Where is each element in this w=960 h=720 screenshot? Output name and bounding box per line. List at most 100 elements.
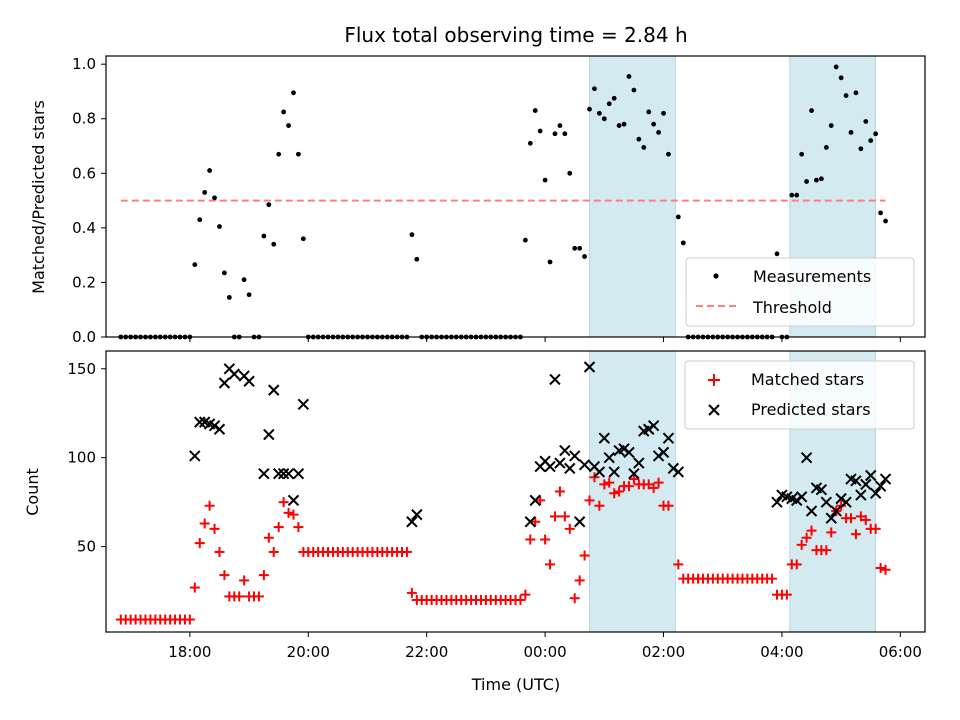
predicted-star-point [549,373,561,386]
matched-star-point [653,477,664,488]
matched-star-point [767,573,778,584]
matched-star-point [628,474,639,485]
measurement-point [868,138,874,143]
predicted-star-point [657,446,670,459]
matched-star-point [579,550,590,561]
measurement-point [547,259,553,265]
measurement-point [828,123,834,128]
measurement-point [641,144,647,150]
predicted-star-point [598,432,611,444]
measurement-point [789,192,795,198]
predicted-star-point [815,484,828,496]
measurement-point [592,86,597,92]
measurement-point [572,245,578,251]
matched-star-point [525,534,536,545]
matched-star-point [515,594,526,605]
matched-star-point [288,509,299,520]
measurement-point [261,233,267,239]
predicted-star-point [608,466,620,478]
measurement-point [567,170,573,176]
matched-star-point [234,591,245,602]
bottom-y-tick-label: 150 [67,360,96,378]
matched-star-point [569,593,580,604]
measurement-point [542,177,548,183]
measurement-point [246,292,252,298]
predicted-star-point [268,384,280,396]
measurement-point [222,270,227,276]
measurement-point [804,179,809,184]
matched-star-point [599,479,610,490]
matched-star-point [860,514,871,525]
measurement-point [814,177,819,183]
top-y-tick-label: 0.2 [72,273,96,291]
matched-star-point [540,534,551,545]
top-legend: Measurements Threshold [685,257,915,327]
predicted-star-point [825,512,837,524]
top-y-tick-label: 0.0 [72,328,96,346]
predicted-star-point [830,505,842,517]
matched-star-point [845,513,856,524]
predicted-star-point [218,377,231,389]
predicted-star-point [820,496,833,508]
measurement-point [616,123,622,128]
measurement-point [794,192,800,198]
predicted-star-point [855,489,867,501]
measurement-point [217,224,222,229]
matched-star-point [209,523,220,534]
matched-star-point [663,500,674,511]
predicted-star-point [672,466,685,478]
predicted-star-point [865,469,877,482]
measurement-point [833,64,839,70]
matched-star-point [559,511,570,522]
measurement-point [276,151,282,157]
matched-star-point [253,591,264,602]
matched-star-point [194,538,205,549]
x-tick-label: 06:00 [879,643,922,661]
measurement-point [883,218,888,224]
observing-window [589,55,676,338]
measurement-point [858,146,864,152]
matched-star-point [189,582,200,593]
predicted-star-point [564,462,576,475]
top-y-ticks: 0.0 0.2 0.4 0.6 0.8 1.0 [72,55,106,346]
measurement-point [611,95,617,101]
matched-star-point [545,559,556,570]
matched-star-point [584,495,595,506]
matched-star-point [293,522,304,533]
x-tick-label: 22:00 [405,643,448,661]
predicted-star-point [524,516,537,528]
measurement-point [651,121,657,127]
matched-star-point [801,532,812,543]
measurement-point [809,108,814,113]
predicted-star-point [805,505,818,517]
measurement-point [207,168,213,173]
predicted-star-point [593,466,606,478]
predicted-star-point [583,361,596,373]
matched-star-point [850,529,861,540]
predicted-star-point [771,496,783,508]
matched-star-point [184,614,195,625]
measurement-point [562,131,568,137]
predicted-star-point [559,444,571,457]
matched-star-point [604,477,615,488]
matched-star-point [268,546,279,557]
predicted-star-point [840,496,852,508]
measurement-point [212,195,217,201]
matched-star-point [263,532,274,543]
matched-star-point [781,589,792,600]
top-x-ticks [189,337,901,342]
measurement-point [646,109,652,115]
predicted-star-point [272,468,285,480]
matched-star-point [549,511,560,522]
predicted-star-point [243,375,255,387]
matched-star-point [219,570,230,581]
matched-star-point [806,525,817,536]
matched-star-point [648,482,659,493]
matched-star-point [594,500,605,511]
legend-label-matched: Matched stars [751,370,864,389]
measurement-point [557,123,563,128]
measurement-point [409,232,415,238]
legend-label-predicted: Predicted stars [751,400,871,419]
matched-star-point [204,500,215,511]
measurement-point [296,151,301,157]
